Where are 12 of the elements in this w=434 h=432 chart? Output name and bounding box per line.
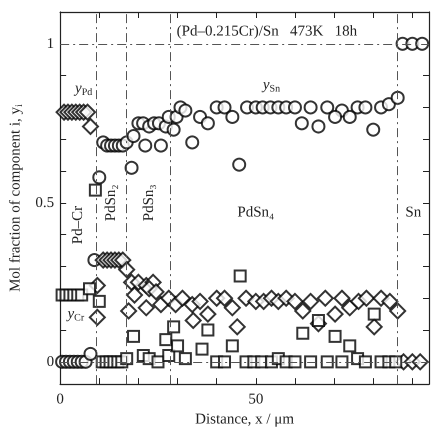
y-tick-label: 0: [46, 354, 54, 370]
y-tick-label: 1: [46, 36, 54, 52]
annotation: PdSn₄: [237, 204, 274, 220]
annotation: PdSn₃: [141, 184, 158, 222]
x-tick-label: 50: [248, 392, 264, 408]
y-tick-label: 0.5: [35, 194, 54, 211]
x-axis-title: Distance, x / μm: [195, 412, 294, 428]
annotation: Pd–Cr: [70, 206, 86, 244]
y-axis-title: Mol fraction of component i, yi: [8, 104, 25, 292]
text: (Pd–0.215Cr)/Sn 473K 18h: [176, 24, 358, 40]
annotation: Sn: [405, 204, 422, 220]
annotation: PdSn₂: [103, 184, 120, 222]
